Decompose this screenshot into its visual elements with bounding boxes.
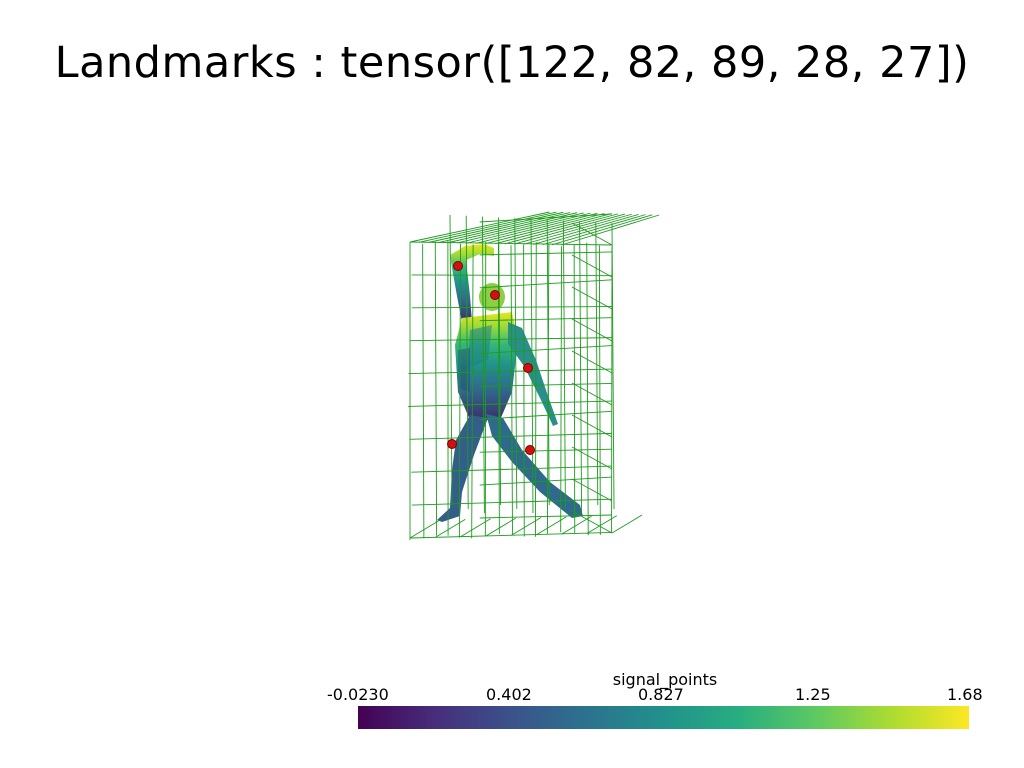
grid-line: [523, 244, 525, 537]
grid-line: [466, 212, 591, 244]
grid-line: [560, 246, 562, 533]
grid-line: [536, 516, 567, 536]
grid-line: [479, 213, 613, 223]
mesh-left-leg: [437, 415, 488, 522]
grid-line: [422, 244, 425, 539]
grid-line: [435, 518, 466, 538]
grid-line: [479, 317, 613, 322]
grid-line: [408, 400, 613, 407]
grid-line: [485, 517, 516, 537]
grid-line: [571, 382, 613, 406]
landmark-point: [447, 439, 457, 449]
grid-line: [586, 515, 617, 535]
colorbar-tick-1: 0.402: [486, 685, 532, 704]
colorbar-tick-3: 1.25: [795, 685, 831, 704]
mesh-right-leg: [486, 414, 583, 518]
grid-line: [479, 514, 613, 519]
grid-line: [409, 211, 550, 243]
grid-line: [561, 214, 660, 246]
grid-line: [579, 221, 583, 514]
grid-line: [571, 254, 613, 278]
grid-line: [498, 217, 502, 506]
grid-line: [434, 241, 438, 536]
grid-line: [571, 318, 613, 342]
grid-line: [460, 518, 491, 538]
grid-line: [411, 465, 613, 473]
grid-line: [419, 211, 557, 243]
grid-line: [611, 514, 643, 534]
grid-line: [485, 213, 605, 244]
grid-line: [465, 215, 469, 510]
grid-line: [449, 214, 453, 506]
grid-line: [411, 274, 613, 277]
grid-line: [586, 242, 589, 536]
grid-line: [571, 446, 613, 470]
grid-line: [471, 244, 474, 539]
landmark-point: [453, 261, 463, 271]
grid-line: [514, 213, 626, 245]
grid-line: [546, 219, 550, 506]
grid-line: [532, 214, 639, 245]
landmark-point: [490, 290, 500, 300]
grid-line: [479, 476, 613, 486]
grid-line: [411, 306, 613, 309]
colorbar: [358, 706, 969, 729]
grid-line: [479, 251, 613, 256]
grid-line: [551, 214, 653, 246]
grid-line: [571, 222, 613, 246]
grid-line: [571, 510, 613, 534]
grid-line: [476, 212, 598, 244]
grid-line: [410, 337, 613, 342]
grid-line: [411, 498, 613, 506]
landmark-point: [523, 363, 533, 373]
grid-line: [408, 368, 613, 375]
grid-line: [409, 519, 441, 539]
grid-line: [479, 448, 613, 453]
grid-line: [479, 410, 613, 420]
colorbar-tick-0: -0.0230: [327, 685, 389, 704]
grid-line: [561, 515, 592, 535]
grid-line: [571, 478, 613, 502]
colorbar-gradient: [358, 706, 969, 729]
grid-line: [428, 211, 564, 243]
deformation-grid-wireframe: [408, 211, 660, 540]
grid-line: [523, 213, 632, 245]
grid-line: [611, 222, 615, 510]
grid-line: [514, 218, 518, 510]
grid-line: [458, 243, 461, 538]
grid-line: [534, 241, 537, 537]
landmark-points: [447, 261, 535, 455]
grid-line: [481, 216, 485, 514]
grid-line: [595, 222, 599, 506]
grid-line: [479, 382, 613, 387]
grid-line: [573, 244, 576, 534]
mesh-raised-arm: [450, 244, 494, 322]
grid-line: [409, 432, 613, 440]
colorbar-title: signal_points: [612, 670, 718, 689]
grid-line: [497, 242, 500, 534]
grid-line: [479, 279, 613, 289]
colorbar-tick-4: 1.68: [947, 685, 983, 704]
figure-title: Landmarks : tensor([122, 82, 89, 28, 27]…: [54, 38, 970, 88]
grid-line: [562, 220, 566, 510]
landmark-point: [525, 445, 535, 455]
colorbar-tick-2: 0.827: [638, 685, 684, 704]
grid-line: [510, 517, 542, 536]
grid-line: [510, 245, 513, 535]
grid-line: [571, 350, 613, 374]
grid-line: [504, 213, 619, 245]
grid-line: [409, 241, 613, 246]
grid-line: [479, 345, 613, 355]
mesh-extended-arm: [508, 322, 558, 426]
grid-line: [598, 245, 601, 535]
grid-line: [457, 212, 584, 244]
grid-line: [542, 214, 646, 246]
grid-line: [571, 286, 613, 310]
grid-line: [571, 414, 613, 438]
